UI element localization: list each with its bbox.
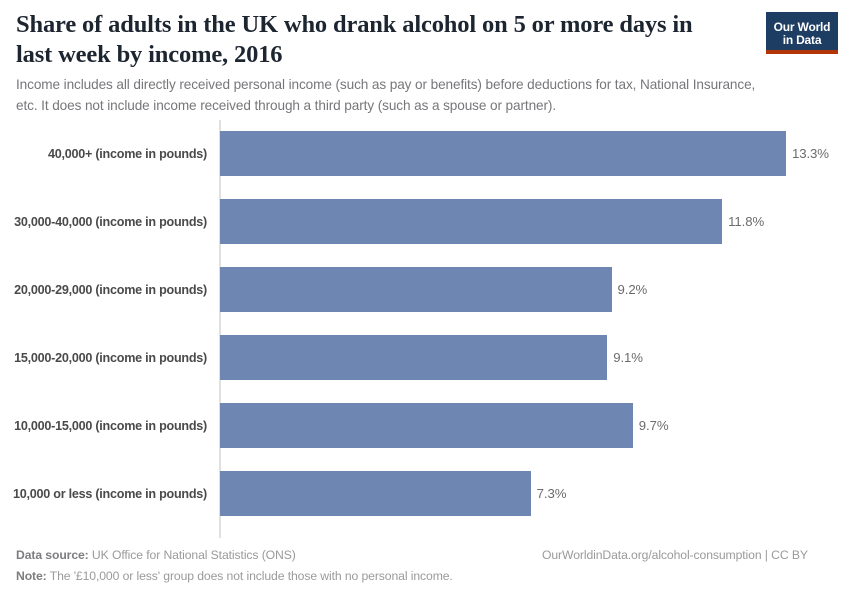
- category-label: 10,000-15,000 (income in pounds): [14, 419, 207, 433]
- logo-accent-bar: [766, 50, 838, 54]
- bar-row: 15,000-20,000 (income in pounds) 9.1%: [0, 324, 850, 392]
- bar-row: 30,000-40,000 (income in pounds) 11.8%: [0, 188, 850, 256]
- bar[interactable]: [220, 471, 531, 516]
- category-label: 10,000 or less (income in pounds): [12, 487, 207, 501]
- category-label: 40,000+ (income in pounds): [47, 147, 207, 161]
- page-title: Share of adults in the UK who drank alco…: [16, 11, 693, 68]
- bar-row: 10,000-15,000 (income in pounds) 9.7%: [0, 392, 850, 460]
- bar-value-label: 13.3%: [792, 146, 829, 161]
- logo-line-1: Our World: [773, 19, 831, 34]
- y-axis-line: [219, 120, 221, 538]
- bar[interactable]: [220, 199, 723, 244]
- bar-value-label: 9.7%: [638, 418, 669, 433]
- bar[interactable]: [220, 335, 608, 380]
- note-label: Note:: [16, 569, 47, 583]
- data-source-value: UK Office for National Statistics (ONS): [88, 548, 296, 562]
- note-value: The '£10,000 or less' group does not inc…: [46, 569, 453, 583]
- bar-row: 20,000-29,000 (income in pounds) 9.2%: [0, 256, 850, 324]
- bar-value-label: 11.8%: [728, 214, 765, 229]
- attribution-link[interactable]: OurWorldinData.org/alcohol-consumption |…: [542, 548, 808, 562]
- bar-row: 10,000 or less (income in pounds) 7.3%: [0, 460, 850, 528]
- chart-footer: Data source: UK Office for National Stat…: [16, 545, 836, 587]
- category-label: 20,000-29,000 (income in pounds): [14, 283, 207, 297]
- bar-series: 40,000+ (income in pounds) 13.3% 30,000-40…: [0, 120, 850, 540]
- footer-row-source: Data source: UK Office for National Stat…: [16, 545, 836, 566]
- bar-chart: 40,000+ (income in pounds) 13.3% 30,000-40…: [0, 120, 850, 540]
- bar-value-label: 9.1%: [613, 350, 643, 365]
- our-world-in-data-logo[interactable]: Our World in Data: [766, 12, 838, 54]
- note-line: Note: The '£10,000 or less' group does n…: [16, 569, 453, 583]
- bar[interactable]: [220, 131, 786, 176]
- data-source-line: Data source: UK Office for National Stat…: [16, 548, 296, 562]
- bar[interactable]: [220, 267, 612, 312]
- category-label: 15,000-20,000 (income in pounds): [14, 351, 207, 365]
- data-source-label: Data source:: [16, 548, 89, 562]
- footer-row-note: Note: The '£10,000 or less' group does n…: [16, 566, 836, 587]
- category-label: 30,000-40,000 (income in pounds): [14, 215, 207, 229]
- bar-value-label: 9.2%: [617, 282, 648, 297]
- logo-line-2: in Data: [782, 33, 822, 47]
- chart-subtitle: Income includes all directly received pe…: [16, 77, 756, 113]
- bar-value-label: 7.3%: [536, 486, 567, 501]
- bar[interactable]: [220, 403, 633, 448]
- bar-row: 40,000+ (income in pounds) 13.3%: [0, 120, 850, 188]
